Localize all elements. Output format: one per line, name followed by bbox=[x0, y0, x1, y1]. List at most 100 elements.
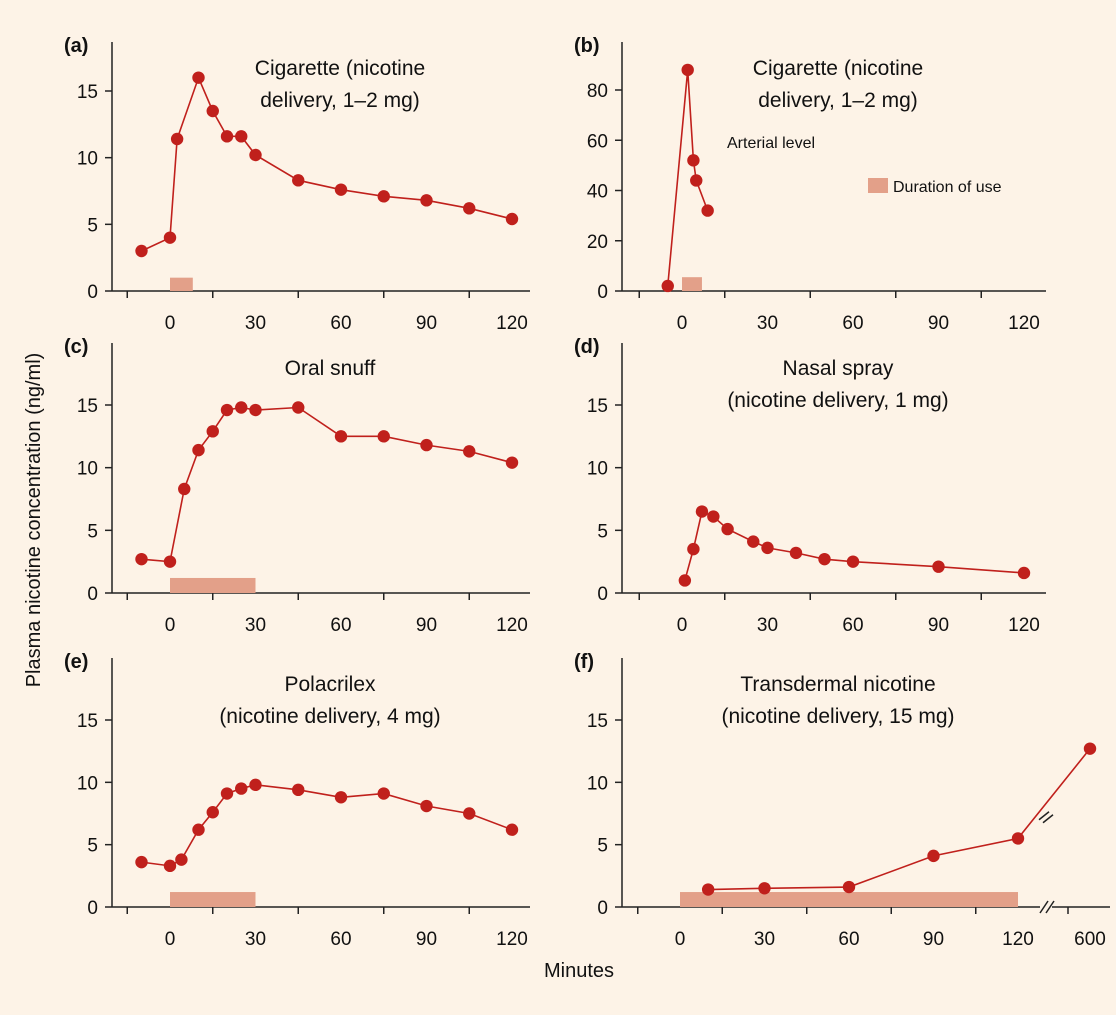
y-tick-label: 10 bbox=[587, 459, 608, 480]
panel-label: (e) bbox=[64, 651, 88, 673]
data-point bbox=[192, 443, 205, 457]
chart-title-line: (nicotine delivery, 1 mg) bbox=[727, 389, 948, 412]
data-point bbox=[701, 204, 714, 217]
data-point bbox=[505, 456, 519, 469]
data-point bbox=[661, 279, 674, 293]
chart-title-line: Cigarette (nicotine bbox=[753, 57, 923, 80]
x-tick-label: 0 bbox=[677, 615, 688, 636]
series-break-mark bbox=[1038, 811, 1050, 821]
data-point bbox=[463, 807, 476, 820]
data-point bbox=[192, 71, 205, 84]
legend-label: Duration of use bbox=[893, 179, 1002, 196]
data-point bbox=[135, 244, 148, 258]
data-point bbox=[1017, 566, 1031, 580]
data-point bbox=[818, 552, 831, 566]
x-tick-label: 120 bbox=[1008, 615, 1040, 636]
chart-panel-d: 0 5 10 15 0 30 60 90 120 (d) Nasal spray (nicotine … bbox=[574, 336, 1046, 636]
chart-title-line: Cigarette (nicotine bbox=[255, 57, 425, 80]
x-tick-label: 0 bbox=[675, 929, 686, 950]
x-tick-label: 90 bbox=[416, 615, 437, 636]
data-point bbox=[135, 552, 148, 566]
panel-label: (a) bbox=[64, 35, 88, 57]
data-point bbox=[1083, 742, 1097, 755]
y-tick-label: 0 bbox=[87, 282, 98, 303]
y-tick-label: 5 bbox=[87, 215, 98, 236]
data-point bbox=[163, 555, 177, 568]
data-point bbox=[420, 438, 433, 452]
data-point bbox=[678, 574, 692, 587]
y-tick-label: 5 bbox=[597, 521, 608, 542]
data-point bbox=[758, 882, 771, 895]
series-line bbox=[141, 75, 513, 252]
y-tick-label: 60 bbox=[587, 131, 608, 152]
data-point bbox=[463, 202, 476, 215]
x-tick-label: 30 bbox=[757, 313, 778, 334]
chart-title-line: delivery, 1–2 mg) bbox=[758, 89, 918, 112]
data-point bbox=[721, 522, 734, 536]
x-tick-label: 30 bbox=[757, 615, 778, 636]
data-point bbox=[175, 853, 188, 866]
x-tick-label: 0 bbox=[165, 615, 176, 636]
y-tick-label: 5 bbox=[87, 521, 98, 542]
data-point bbox=[334, 430, 348, 443]
annotation-arterial-level: Arterial level bbox=[727, 135, 815, 152]
data-point bbox=[235, 130, 248, 143]
x-axis-title: Minutes bbox=[544, 960, 614, 982]
y-tick-label: 0 bbox=[87, 584, 98, 605]
x-tick-label: 60 bbox=[330, 929, 351, 950]
panel-label: (d) bbox=[574, 336, 600, 358]
chart-title-line: Transdermal nicotine bbox=[740, 673, 935, 696]
axis-break-mark bbox=[1045, 900, 1055, 914]
chart-title-line: Oral snuff bbox=[285, 357, 376, 380]
y-axis-title: Plasma nicotine concentration (ng/ml) bbox=[23, 353, 45, 688]
data-point bbox=[235, 782, 248, 795]
chart-panel-f: 0 5 10 15 0 30 60 90 120 600 (f) Transdermal nicoti… bbox=[574, 651, 1110, 950]
x-tick-label: 90 bbox=[928, 615, 949, 636]
data-point bbox=[220, 130, 234, 143]
data-point bbox=[687, 154, 700, 167]
data-point bbox=[927, 849, 940, 863]
x-tick-label: 120 bbox=[496, 615, 528, 636]
data-point bbox=[163, 231, 177, 244]
data-point bbox=[292, 401, 305, 414]
x-tick-label: 90 bbox=[416, 929, 437, 950]
panel-label: (b) bbox=[574, 35, 600, 57]
data-point bbox=[932, 560, 945, 573]
data-point bbox=[377, 430, 390, 443]
y-tick-label: 5 bbox=[597, 836, 608, 857]
y-tick-label: 15 bbox=[587, 396, 608, 417]
chart-title-line: delivery, 1–2 mg) bbox=[260, 89, 420, 112]
data-point bbox=[292, 783, 305, 797]
data-point bbox=[178, 482, 191, 496]
duration-bar bbox=[170, 277, 193, 291]
x-tick-label: 0 bbox=[165, 929, 176, 950]
legend-swatch bbox=[868, 178, 888, 193]
y-tick-label: 10 bbox=[77, 149, 98, 170]
data-point bbox=[192, 823, 205, 836]
x-tick-label: 90 bbox=[923, 929, 944, 950]
data-point bbox=[249, 148, 262, 162]
data-point bbox=[206, 425, 219, 438]
y-tick-label: 0 bbox=[87, 898, 98, 919]
series-break-mark bbox=[1042, 814, 1054, 824]
data-point bbox=[695, 505, 709, 518]
y-tick-label: 15 bbox=[77, 711, 98, 732]
data-point bbox=[135, 855, 148, 869]
duration-bar bbox=[170, 892, 256, 907]
chart-panel-b: 0 20 40 60 80 0 30 60 90 120 (b) Cigarette (nicotin… bbox=[574, 35, 1046, 334]
data-point bbox=[1011, 832, 1025, 845]
data-point bbox=[687, 542, 700, 556]
x-tick-label: 90 bbox=[416, 313, 437, 334]
panel-label: (f) bbox=[574, 651, 594, 673]
data-point bbox=[747, 535, 760, 548]
x-tick-label: 120 bbox=[1002, 929, 1034, 950]
data-point bbox=[334, 183, 348, 196]
y-tick-label: 10 bbox=[587, 773, 608, 794]
data-point bbox=[842, 880, 856, 894]
y-tick-label: 80 bbox=[587, 81, 608, 102]
y-tick-label: 5 bbox=[87, 836, 98, 857]
chart-panel-a: 0 5 10 15 0 30 60 90 120 (a) Cigarette (nicotine de… bbox=[64, 35, 530, 334]
x-tick-label: 120 bbox=[1008, 313, 1040, 334]
x-tick-label: 30 bbox=[754, 929, 775, 950]
x-tick-label: 30 bbox=[245, 929, 266, 950]
